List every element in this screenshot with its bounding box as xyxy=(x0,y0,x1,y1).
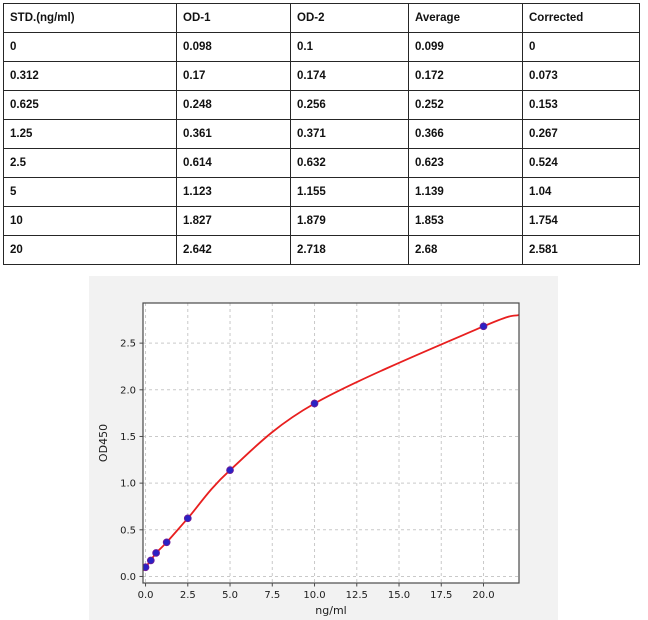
data-point-marker xyxy=(183,514,192,523)
x-tick-label: 17.5 xyxy=(430,590,452,601)
y-tick-label: 0.0 xyxy=(120,572,136,583)
table-cell: 0.267 xyxy=(522,119,640,149)
data-point-marker xyxy=(152,549,160,557)
plot-background xyxy=(143,303,519,583)
table-cell: 0.252 xyxy=(408,90,523,120)
table-cell: 0.1 xyxy=(290,32,409,62)
x-tick-label: 20.0 xyxy=(472,590,494,601)
column-header: Average xyxy=(408,3,523,33)
data-point-marker xyxy=(162,538,171,547)
table-cell: 0.256 xyxy=(290,90,409,120)
table-cell: 1.155 xyxy=(290,177,409,207)
axes-frame xyxy=(142,302,520,584)
table-cell: 5 xyxy=(3,177,177,207)
table-cell: 0.614 xyxy=(176,148,291,178)
table-cell: 0.312 xyxy=(3,61,177,91)
table-header: STD.(ng/ml) OD-1 OD-2 Average Corrected xyxy=(3,3,640,33)
table-cell: 0 xyxy=(3,32,177,62)
table-cell: 0.625 xyxy=(3,90,177,120)
y-tick-label: 2.5 xyxy=(120,339,136,350)
x-tick-label: 12.5 xyxy=(346,590,368,601)
table-cell: 0.366 xyxy=(408,119,523,149)
standard-curve-chart: 0.0 2.5 5.0 7.5 10.0 12.5 15.0 17.5 20.0 0.0 0.5 1.… xyxy=(97,302,520,617)
x-axis-label: ng/ml xyxy=(315,604,346,617)
x-tick-label: 5.0 xyxy=(222,590,238,601)
x-tick-label: 7.5 xyxy=(264,590,280,601)
table-cell: 1.853 xyxy=(408,206,523,236)
column-header: OD-2 xyxy=(290,3,409,33)
table-cell: 0.632 xyxy=(290,148,409,178)
x-tick-label: 10.0 xyxy=(303,590,325,601)
x-tick-label: 2.5 xyxy=(180,590,196,601)
table-row: 20 2.642 2.718 2.68 2.581 xyxy=(3,235,640,265)
table-row: 2.5 0.614 0.632 0.623 0.524 xyxy=(3,148,640,178)
table-cell: 2.642 xyxy=(176,235,291,265)
table-cell: 0.623 xyxy=(408,148,523,178)
table-row: 0.312 0.17 0.174 0.172 0.073 xyxy=(3,61,640,91)
table-cell: 1.04 xyxy=(522,177,640,207)
table-cell: 0.098 xyxy=(176,32,291,62)
table-row: 10 1.827 1.879 1.853 1.754 xyxy=(3,206,640,236)
column-header: Corrected xyxy=(522,3,640,33)
table-header-row: STD.(ng/ml) OD-1 OD-2 Average Corrected xyxy=(3,3,640,33)
table-cell: 2.718 xyxy=(290,235,409,265)
data-point-marker xyxy=(143,563,150,572)
y-tick-label: 1.5 xyxy=(120,432,136,443)
data-point-marker xyxy=(226,466,234,475)
y-tick-label: 1.0 xyxy=(120,479,136,490)
chart-panel: 0.0 2.5 5.0 7.5 10.0 12.5 15.0 17.5 20.0 0.0 0.5 1.… xyxy=(89,276,558,620)
table-cell: 2.68 xyxy=(408,235,523,265)
table-cell: 1.754 xyxy=(522,206,640,236)
table-row: 1.25 0.361 0.371 0.366 0.267 xyxy=(3,119,640,149)
y-axis-label: OD450 xyxy=(97,424,110,462)
table-cell: 1.123 xyxy=(176,177,291,207)
table-cell: 2.5 xyxy=(3,148,177,178)
table-cell: 1.139 xyxy=(408,177,523,207)
table-body: 0 0.098 0.1 0.099 0 0.312 0.17 0.174 0.172 0.073 0… xyxy=(3,32,640,265)
data-point-marker xyxy=(146,556,155,565)
table-cell: 0.099 xyxy=(408,32,523,62)
data-point-marker xyxy=(479,322,488,331)
table-cell: 0.073 xyxy=(522,61,640,91)
table-cell: 1.827 xyxy=(176,206,291,236)
column-header: STD.(ng/ml) xyxy=(3,3,177,33)
table-cell: 0.174 xyxy=(290,61,409,91)
table-cell: 1.879 xyxy=(290,206,409,236)
table-cell: 20 xyxy=(3,235,177,265)
table-row: 0 0.098 0.1 0.099 0 xyxy=(3,32,640,62)
standards-table: STD.(ng/ml) OD-1 OD-2 Average Corrected 0 0.0… xyxy=(3,3,640,265)
table-cell: 0.248 xyxy=(176,90,291,120)
table-cell: 0.153 xyxy=(522,90,640,120)
y-tick-label: 0.5 xyxy=(120,525,136,536)
table-cell: 0.361 xyxy=(176,119,291,149)
table-cell: 10 xyxy=(3,206,177,236)
column-header: OD-1 xyxy=(176,3,291,33)
table-cell: 1.25 xyxy=(3,119,177,149)
table-row: 0.625 0.248 0.256 0.252 0.153 xyxy=(3,90,640,120)
y-tick-label: 2.0 xyxy=(120,385,136,396)
table-cell: 2.581 xyxy=(522,235,640,265)
table-row: 5 1.123 1.155 1.139 1.04 xyxy=(3,177,640,207)
table-cell: 0.371 xyxy=(290,119,409,149)
table-cell: 0.17 xyxy=(176,61,291,91)
table-cell: 0.172 xyxy=(408,61,523,91)
table-cell: 0.524 xyxy=(522,148,640,178)
x-tick-label: 15.0 xyxy=(388,590,410,601)
data-point-marker xyxy=(310,399,319,408)
x-tick-label: 0.0 xyxy=(138,590,154,601)
table-cell: 0 xyxy=(522,32,640,62)
